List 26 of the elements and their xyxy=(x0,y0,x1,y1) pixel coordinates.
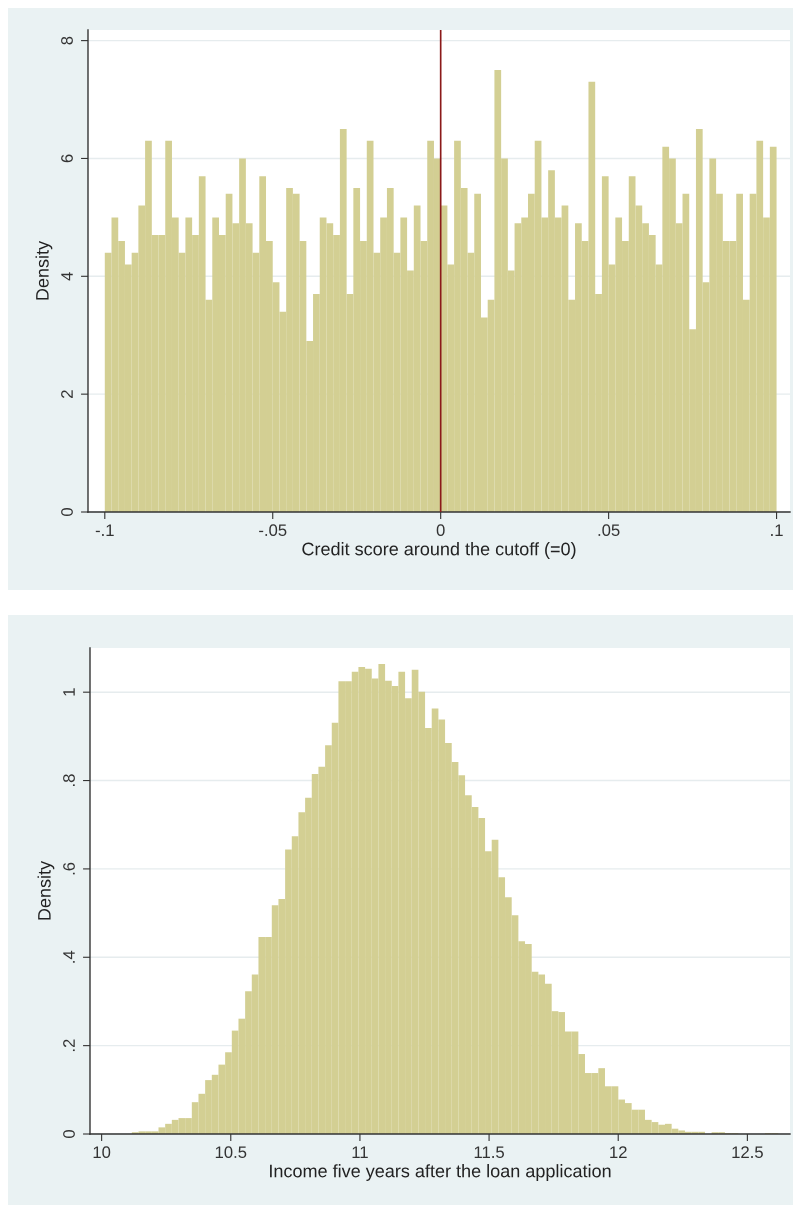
x-tick-label: -.1 xyxy=(95,524,114,536)
y-tick-label: 2 xyxy=(61,390,73,398)
y-tick-label: .4 xyxy=(63,950,75,963)
x-tick-label: .05 xyxy=(598,524,620,537)
y-tick-label: .2 xyxy=(63,1039,75,1052)
x-axis-title: Credit score around the cutoff (=0) xyxy=(302,542,576,559)
x-tick-label: 12.5 xyxy=(732,1146,763,1159)
x-axis-title: Income five years after the loan application xyxy=(270,1164,611,1181)
x-tick-label: 10.5 xyxy=(215,1146,247,1159)
x-tick-label: 10 xyxy=(93,1146,111,1159)
y-tick-label: 1 xyxy=(63,688,75,696)
y-tick-label: .8 xyxy=(63,774,75,786)
y-tick-label: 4 xyxy=(61,272,73,281)
x-tick-label: 11.5 xyxy=(474,1146,504,1159)
y-tick-label: 0 xyxy=(63,1130,75,1138)
y-axis-title: Density xyxy=(35,240,53,300)
y-tick-label: 6 xyxy=(61,154,73,163)
x-tick-label: 11 xyxy=(352,1146,368,1158)
y-tick-label: .6 xyxy=(63,862,75,875)
y-tick-label: 8 xyxy=(61,36,73,45)
y-axis-title: Density xyxy=(37,860,55,920)
y-tick-label: 0 xyxy=(61,508,73,516)
x-tick-label: 0 xyxy=(436,524,445,537)
x-tick-label: 12 xyxy=(610,1146,627,1158)
x-tick-label: -.05 xyxy=(259,524,287,537)
x-tick-label: .1 xyxy=(771,524,783,536)
